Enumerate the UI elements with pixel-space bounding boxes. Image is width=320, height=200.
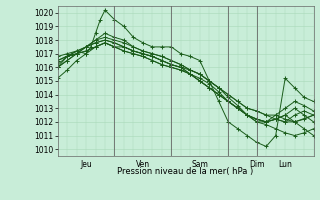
- X-axis label: Pression niveau de la mer( hPa ): Pression niveau de la mer( hPa ): [117, 167, 254, 176]
- Text: Sam: Sam: [191, 160, 208, 169]
- Text: Ven: Ven: [136, 160, 150, 169]
- Text: Jeu: Jeu: [80, 160, 92, 169]
- Text: Dim: Dim: [249, 160, 264, 169]
- Text: Lun: Lun: [278, 160, 292, 169]
